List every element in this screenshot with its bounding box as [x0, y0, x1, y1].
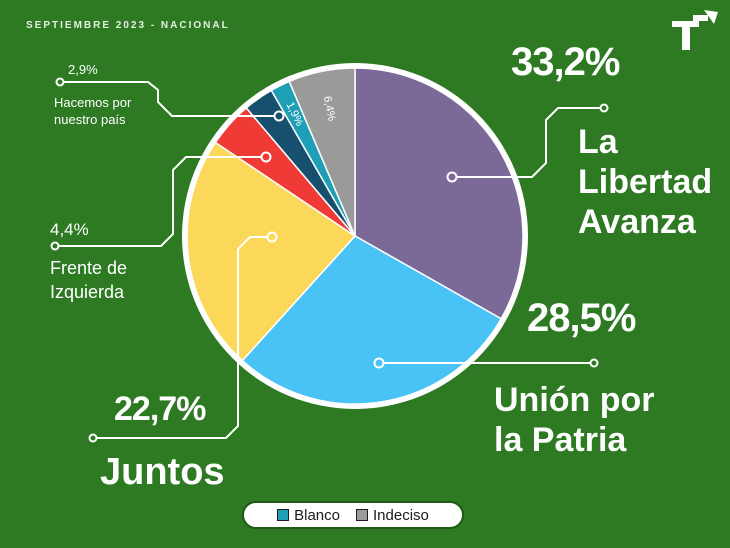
hnp-percent-label: 2,9% — [68, 62, 98, 77]
legend-swatch-indeciso — [356, 509, 368, 521]
uxp-percent-label: 28,5% — [527, 296, 636, 340]
lla-name-line1: La — [578, 123, 618, 161]
juntos-name-label: Juntos — [100, 451, 225, 493]
juntos-connector-line — [93, 236, 272, 439]
brand-logo-icon — [672, 10, 718, 50]
lla-percent-label: 33,2% — [511, 40, 620, 84]
uxp-connector-outer-dot — [589, 358, 599, 368]
chart-header: SEPTIEMBRE 2023 - NACIONAL — [26, 20, 230, 31]
chart-legend: Blanco Indeciso — [242, 501, 464, 529]
fit-name-line1: Frente de — [50, 258, 128, 278]
legend-swatch-blanco — [277, 509, 290, 521]
hnp-connector-outer-dot — [55, 77, 65, 87]
hnp-name-line1: Hacemos por — [54, 95, 132, 110]
fit-connector-line — [55, 156, 266, 247]
legend-item-blanco: Blanco — [277, 507, 340, 524]
pie-slice-juntos — [186, 141, 357, 362]
lla-connector-inner-dot — [446, 171, 458, 183]
lla-name-line2: Libertad — [578, 163, 713, 201]
uxp-name-line1: Unión por — [494, 381, 655, 419]
legend-label-indeciso: Indeciso — [373, 506, 429, 524]
uxp-name-line2: la Patria — [494, 421, 627, 459]
pie-slice-indeciso — [288, 67, 356, 237]
pie-slice-la-libertad-avanza — [354, 67, 524, 320]
fit-connector-inner-dot — [260, 151, 272, 163]
lla-name-line3: Avanza — [578, 203, 696, 241]
uxp-connector-inner-dot — [373, 357, 385, 369]
juntos-connector-outer-dot — [88, 433, 98, 443]
hnp-connector-inner-dot — [273, 110, 285, 122]
pie-slice-unión-por-la-patria — [241, 235, 503, 405]
legend-item-indeciso: Indeciso — [356, 507, 429, 524]
fit-name-line2: Izquierda — [50, 282, 125, 302]
juntos-connector-inner-dot — [266, 231, 278, 243]
indeciso-percent-label: 6,4% — [321, 95, 338, 122]
hnp-name-line2: nuestro país — [54, 112, 126, 127]
lla-connector-line — [452, 107, 604, 178]
juntos-percent-label: 22,7% — [114, 390, 206, 428]
legend-label-blanco: Blanco — [294, 506, 340, 524]
hnp-connector-line — [60, 81, 279, 117]
fit-connector-outer-dot — [50, 241, 60, 251]
fit-percent-label: 4,4% — [50, 220, 89, 239]
lla-connector-outer-dot — [599, 103, 609, 113]
